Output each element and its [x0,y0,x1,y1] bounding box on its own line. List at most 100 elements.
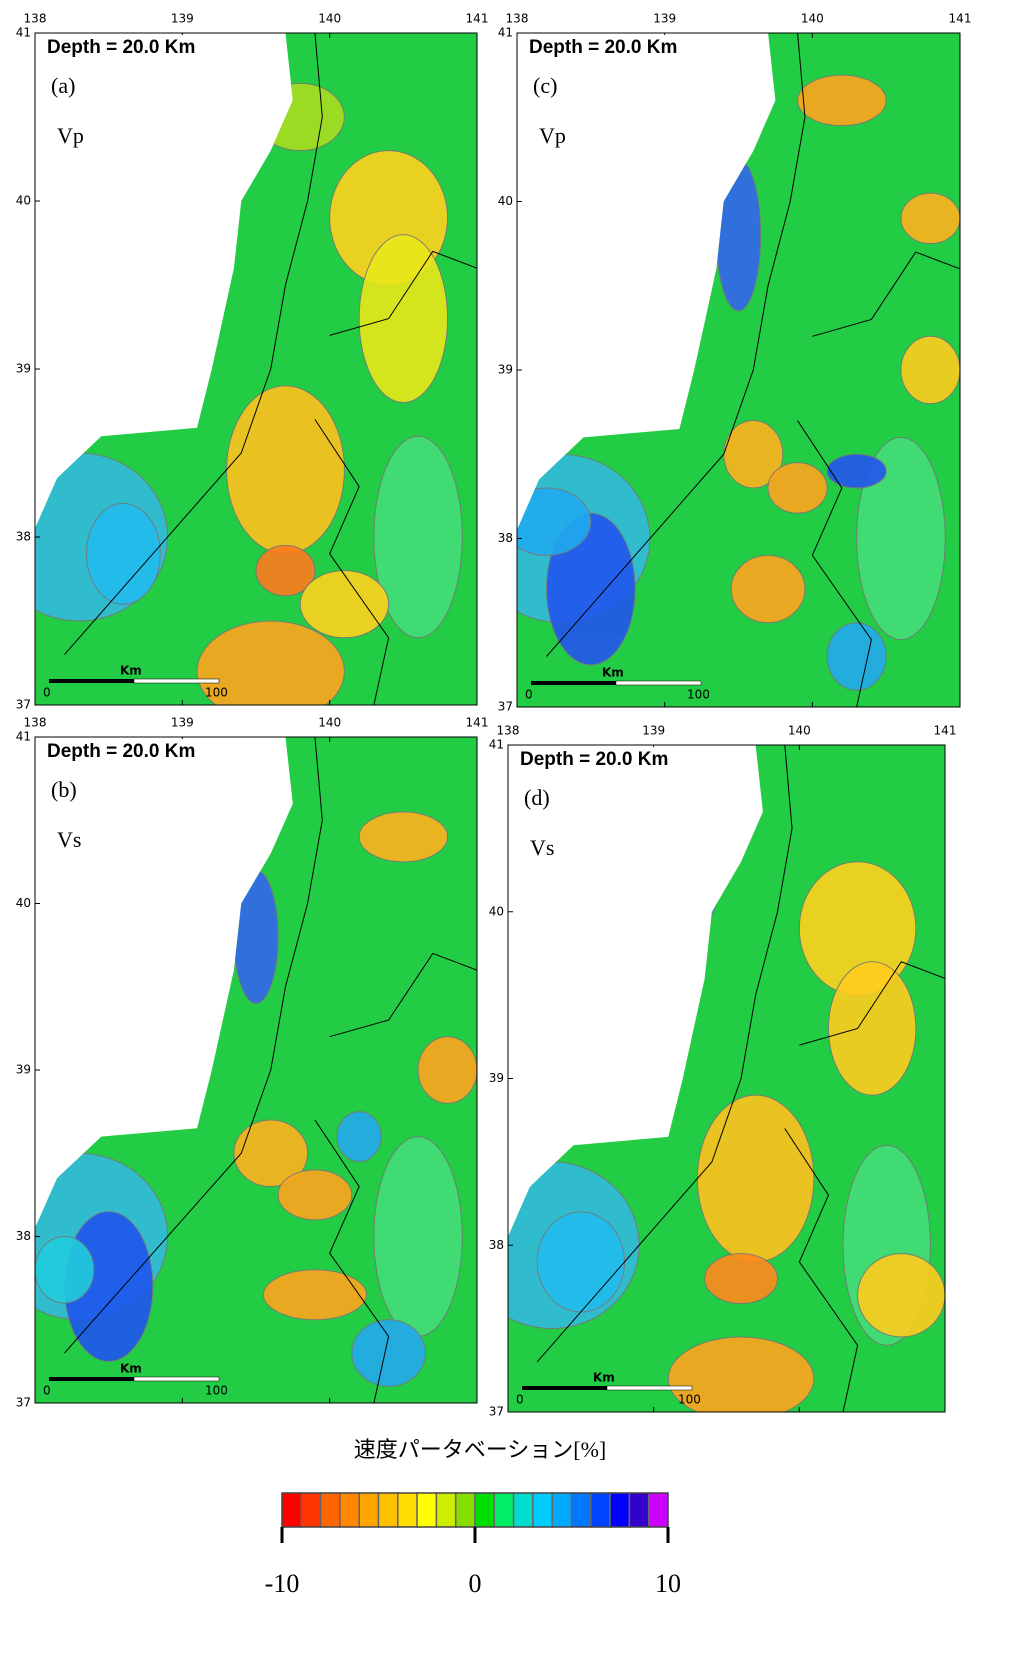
y-tick-label: 37 [489,1405,504,1419]
x-tick-label: 139 [642,724,665,738]
panel-title: Depth = 20.0 Km [529,37,677,58]
colorbar-swatch [532,1492,553,1528]
x-tick-label: 138 [497,724,520,738]
y-tick-label: 41 [489,738,504,752]
scale-unit: Km [120,1362,142,1376]
y-tick-label: 40 [498,194,513,208]
anomaly [35,1236,95,1304]
x-tick-label: 138 [24,716,47,730]
anomaly [827,961,917,1096]
y-tick-label: 39 [16,1063,31,1077]
anomaly [262,1269,367,1321]
anomaly [857,1253,945,1338]
colorbar-tick-label: 10 [655,1569,681,1598]
boundary [64,737,323,1354]
anomaly [277,1169,353,1221]
colorbar-tick-label: -10 [265,1569,300,1598]
x-tick-label: 141 [466,716,489,730]
anomaly [536,1211,626,1313]
anomaly [767,462,828,514]
scale-start: 0 [43,1384,51,1398]
colorbar-swatch [570,1492,592,1528]
x-tick-label: 138 [24,12,47,26]
anomaly [299,570,390,639]
boundary [799,961,945,1046]
anomaly [667,1336,815,1412]
boundary [314,1119,390,1403]
boundary [784,1128,859,1412]
anomaly [856,436,946,641]
velocity-anomalies [35,33,477,705]
colorbar-swatch [397,1492,418,1528]
anomaly [417,1036,477,1104]
anomaly [797,74,887,127]
boundary [329,952,477,1038]
x-tick-label: 141 [934,724,957,738]
y-tick-label: 41 [16,730,31,744]
anomaly [351,1319,426,1387]
panel-title: Depth = 20.0 Km [520,749,668,770]
scale-bar [531,681,616,685]
colorbar-swatch [435,1492,457,1528]
colorbar-swatch [512,1492,534,1528]
scale-start: 0 [525,688,533,702]
anomaly [517,487,592,556]
colorbar-title: 速度パータベーション[%] [354,1437,607,1462]
scale-end: 100 [205,686,228,700]
scale-bar [49,679,134,683]
colorbar-swatch [377,1492,399,1528]
anomaly [730,554,806,624]
boundary [329,250,477,336]
y-tick-label: 38 [16,1229,31,1243]
map-panel: 138 139 140 141 37 38 39 40 41 Depth = 20.0 Km (a)… [16,12,489,712]
anomaly [715,158,762,312]
scale-start: 0 [43,686,51,700]
x-tick-label: 140 [801,12,824,26]
y-tick-label: 39 [498,363,513,377]
title-bg [37,739,247,765]
scale-start: 0 [516,1393,524,1407]
colorbar-swatch [647,1492,669,1528]
scale-bar [49,1377,134,1381]
y-tick-label: 37 [16,698,31,712]
x-tick-label: 141 [466,12,489,26]
wave-label: Vs [530,835,554,860]
scale-end: 100 [205,1384,228,1398]
panel-label: (b) [51,777,77,802]
x-tick-label: 140 [318,12,341,26]
y-tick-label: 37 [498,700,513,714]
velocity-anomalies [35,737,477,1403]
anomaly [900,192,960,245]
y-tick-label: 38 [498,531,513,545]
scale-bar [133,678,220,684]
map-panel: 138 139 140 141 37 38 39 40 41 Depth = 20.0 Km (b)… [16,716,489,1410]
title-bg [519,35,729,61]
y-tick-label: 39 [489,1071,504,1085]
anomaly [373,1136,463,1337]
boundary [797,420,872,707]
map-panel: 138 139 140 141 37 38 39 40 41 Depth = 20.0 Km (c)… [498,12,972,714]
anomaly [233,869,279,1004]
x-tick-label: 140 [788,724,811,738]
x-tick-label: 139 [171,716,194,730]
colorbar-swatch [339,1492,360,1528]
boundary [812,251,960,337]
colorbar-swatch [474,1492,496,1528]
anomaly [704,1253,778,1305]
anomaly [226,385,345,555]
anomaly [336,1111,382,1163]
x-tick-label: 141 [949,12,972,26]
scale-bar [133,1376,220,1382]
scale-unit: Km [120,664,142,678]
panel-label: (d) [524,785,550,810]
x-tick-label: 139 [171,12,194,26]
anomaly [696,1094,815,1263]
colorbar-swatch [281,1492,303,1528]
anomaly [255,82,345,152]
colorbar-swatch [416,1492,438,1528]
title-bg [510,747,720,773]
boundary [314,419,390,705]
y-tick-label: 39 [16,362,31,376]
y-tick-label: 41 [498,26,513,40]
